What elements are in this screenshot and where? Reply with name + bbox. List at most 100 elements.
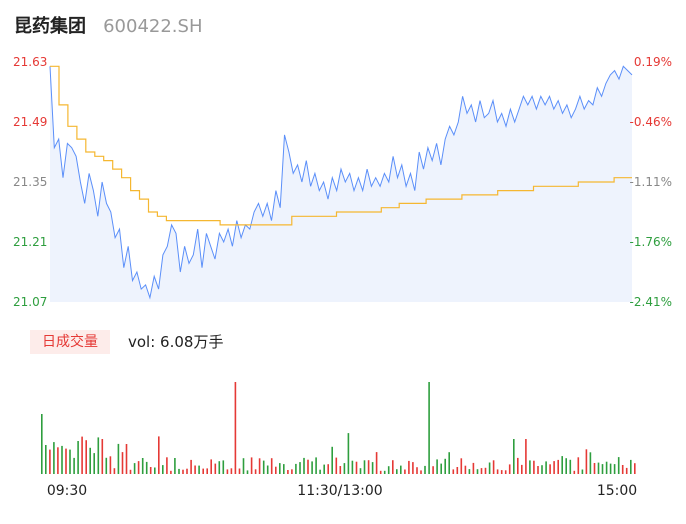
volume-bar xyxy=(234,382,237,474)
volume-bar xyxy=(303,457,305,474)
volume-bar xyxy=(634,463,636,474)
volume-bar xyxy=(287,470,289,474)
time-tick-label: 09:30 xyxy=(47,483,87,499)
pct-tick-label: -1.11% xyxy=(630,175,672,189)
avg-price-line xyxy=(50,65,632,226)
volume-bar xyxy=(125,444,128,474)
volume-bar xyxy=(141,458,144,474)
price-tick-label: 21.35 xyxy=(13,175,47,189)
volume-bar xyxy=(521,464,523,474)
price-tick-label: 21.49 xyxy=(13,115,47,129)
volume-bar xyxy=(206,468,208,474)
volume-bar xyxy=(621,465,624,474)
volume-bar xyxy=(319,469,321,474)
volume-bar xyxy=(133,463,136,474)
volume-bar xyxy=(81,436,83,474)
volume-bar xyxy=(617,457,620,474)
volume-bar xyxy=(335,457,338,474)
volume-tab[interactable]: 日成交量 xyxy=(30,330,110,354)
volume-bar xyxy=(262,460,265,474)
volume-bar xyxy=(605,461,608,474)
volume-bar xyxy=(275,466,277,474)
volume-bar xyxy=(630,459,632,474)
volume-bar xyxy=(508,464,511,474)
volume-bar xyxy=(170,470,172,474)
volume-bar xyxy=(549,464,551,474)
volume-bar xyxy=(117,443,120,474)
volume-bar xyxy=(452,469,455,474)
volume-bar xyxy=(194,465,196,474)
volume-bar xyxy=(609,463,612,474)
volume-bar xyxy=(375,452,378,474)
volume-bar xyxy=(428,382,430,474)
volume-bar xyxy=(460,458,463,474)
volume-bar xyxy=(569,459,572,474)
volume-bar xyxy=(154,467,156,474)
volume-bar xyxy=(537,466,539,474)
volume-bar xyxy=(480,468,483,474)
volume-bar xyxy=(53,442,55,474)
volume-bar xyxy=(331,446,333,474)
volume-bar xyxy=(174,458,176,474)
volume-bar xyxy=(323,464,325,474)
volume-bar xyxy=(412,462,414,474)
volume-bar xyxy=(101,439,104,474)
time-tick-label: 15:00 xyxy=(597,483,637,499)
price-area-layer xyxy=(50,66,632,302)
volume-bar xyxy=(129,469,132,474)
volume-bar xyxy=(61,445,63,474)
volume-bars xyxy=(41,382,636,474)
volume-bar xyxy=(545,461,547,474)
volume-bar xyxy=(222,460,225,474)
volume-bar xyxy=(601,464,604,474)
volume-bar xyxy=(400,465,402,474)
volume-bar xyxy=(448,452,450,474)
volume-bar xyxy=(383,470,386,474)
volume-bar xyxy=(69,449,71,474)
volume-bar xyxy=(149,467,152,474)
volume-bar xyxy=(166,457,168,474)
time-axis: 09:30 11:30/13:00 15:00 xyxy=(47,483,637,499)
time-tick-label: 11:30/13:00 xyxy=(297,483,382,499)
stock-name: 昆药集团 xyxy=(14,16,86,37)
volume-bar xyxy=(396,469,398,474)
volume-bar xyxy=(45,445,47,474)
volume-bar xyxy=(416,467,418,474)
volume-bar xyxy=(440,463,442,474)
volume-bar xyxy=(387,466,390,474)
volume-bar xyxy=(565,458,567,474)
volume-bar xyxy=(182,469,184,474)
volume-bar xyxy=(593,463,596,474)
volume-bar xyxy=(190,459,192,474)
volume-bar xyxy=(577,457,580,474)
volume-bar xyxy=(210,459,212,474)
volume-bar xyxy=(424,465,426,474)
pct-tick-label: -2.41% xyxy=(630,295,672,309)
volume-bar xyxy=(105,457,108,474)
volume-bar xyxy=(359,468,362,474)
price-line-layer xyxy=(49,65,633,300)
volume-bar xyxy=(573,470,576,474)
volume-bar xyxy=(468,469,471,474)
volume-bar xyxy=(557,459,559,474)
volume-bar xyxy=(379,470,382,474)
volume-bar xyxy=(504,470,507,474)
price-line xyxy=(49,65,633,300)
volume-bar xyxy=(266,465,269,474)
pct-tick-label: 0.19% xyxy=(634,55,672,69)
volume-bar xyxy=(202,468,204,474)
volume-bar xyxy=(464,465,467,474)
left-axis: 21.63 21.49 21.35 21.21 21.07 xyxy=(13,55,47,309)
volume-bar xyxy=(295,463,297,474)
volume-bar xyxy=(198,465,200,474)
volume-bar xyxy=(307,459,309,474)
volume-bar xyxy=(73,457,75,474)
volume-bar xyxy=(226,469,229,474)
volume-bar xyxy=(472,462,475,474)
volume-bar xyxy=(250,457,253,474)
volume-bar xyxy=(347,433,350,474)
volume-bar xyxy=(57,447,59,474)
volume-bar xyxy=(496,469,499,474)
volume-bar xyxy=(513,439,515,474)
volume-bar xyxy=(315,457,317,474)
